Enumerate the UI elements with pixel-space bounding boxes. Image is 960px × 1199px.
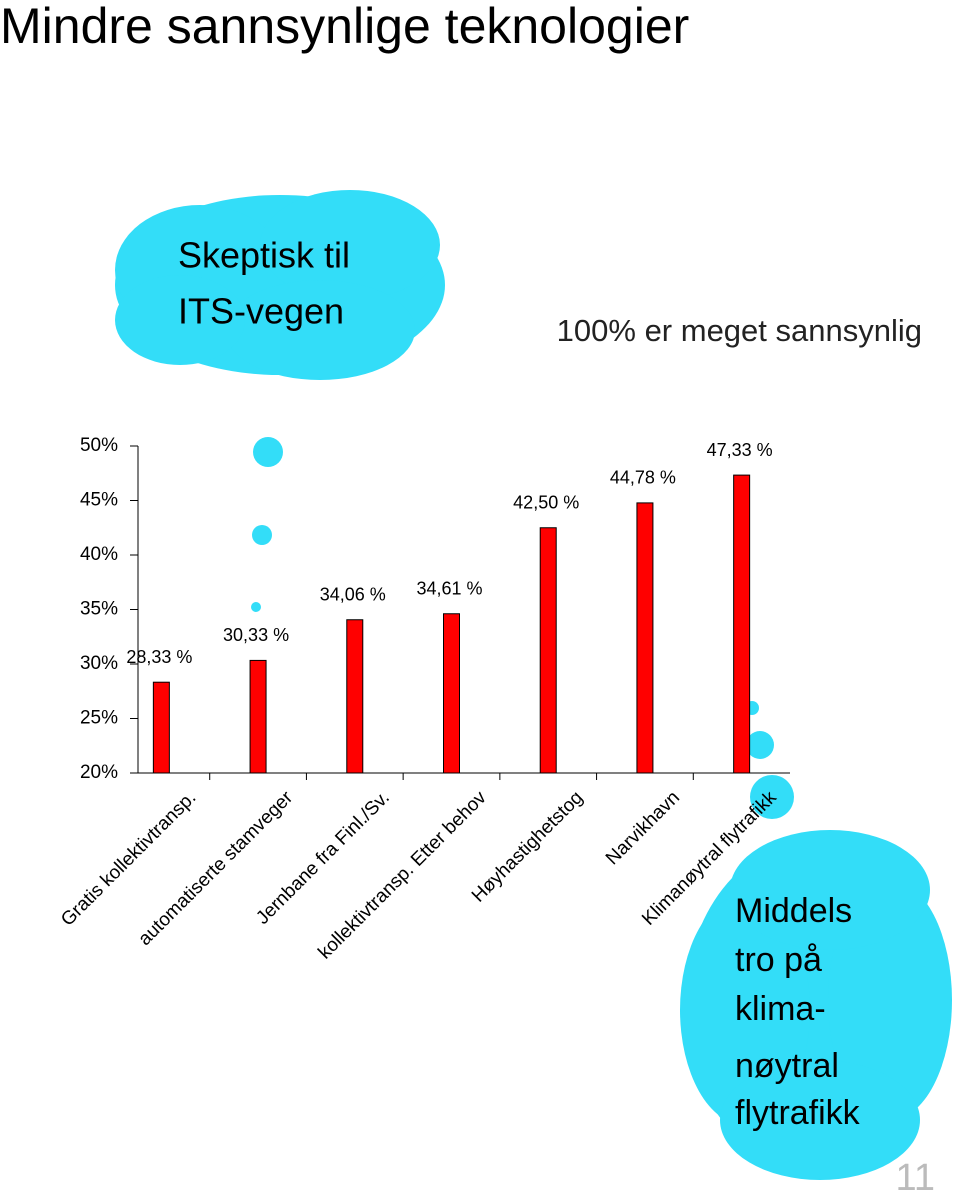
y-tick-label: 35% bbox=[80, 599, 118, 620]
bar bbox=[152, 681, 170, 774]
annotation-text: nøytral bbox=[735, 1047, 839, 1085]
y-tick-label: 30% bbox=[80, 653, 118, 674]
value-label: 44,78 % bbox=[610, 468, 676, 488]
x-tick-label: automatiserte stamveger bbox=[134, 787, 297, 950]
cloud bbox=[115, 190, 445, 380]
value-label: 30,33 % bbox=[223, 625, 289, 645]
y-tick-label: 25% bbox=[80, 708, 118, 729]
annotation-text: Middels bbox=[735, 892, 852, 930]
annotation-text: tro på bbox=[735, 941, 822, 979]
bar bbox=[733, 474, 751, 774]
bar bbox=[346, 619, 364, 774]
x-tick-label: Narvikhavn bbox=[602, 787, 684, 869]
value-label: 28,33 % bbox=[126, 647, 192, 667]
bar bbox=[249, 659, 267, 774]
value-label: 42,50 % bbox=[513, 493, 579, 513]
y-tick-label: 40% bbox=[80, 544, 118, 565]
x-tick-label: kollektivtransp. Etter behov bbox=[314, 787, 491, 964]
cloud bbox=[680, 830, 952, 1180]
slide-title: Mindre sannsynlige teknologier bbox=[0, 0, 689, 54]
annotation-text: klima- bbox=[735, 990, 826, 1028]
annotation-text: Skeptisk til bbox=[178, 235, 350, 276]
value-label: 34,06 % bbox=[320, 584, 386, 604]
annotation-text: ITS-vegen bbox=[178, 291, 344, 332]
y-tick-label: 45% bbox=[80, 490, 118, 511]
y-tick-label: 20% bbox=[80, 762, 118, 783]
value-label: 47,33 % bbox=[707, 440, 773, 460]
value-label: 34,61 % bbox=[416, 579, 482, 599]
annotation-text: flytrafikk bbox=[735, 1094, 861, 1132]
bar bbox=[636, 502, 654, 774]
y-tick-label: 50% bbox=[80, 435, 118, 456]
bar bbox=[443, 613, 460, 774]
slide-number: 11 bbox=[896, 1157, 935, 1199]
chart-subtitle: 100% er meget sannsynlig bbox=[557, 313, 922, 348]
bar bbox=[539, 527, 557, 774]
